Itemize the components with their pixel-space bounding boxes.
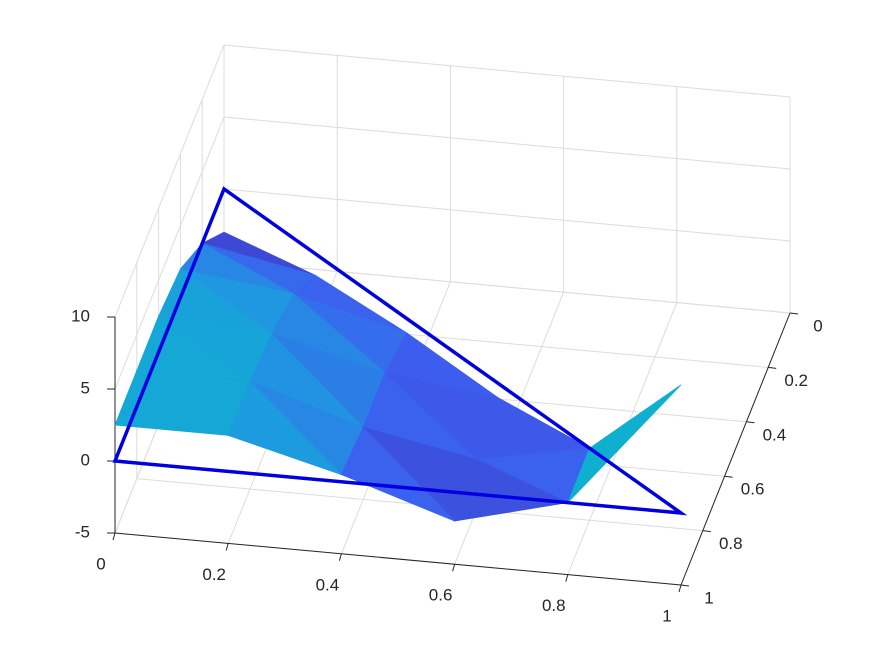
surface-facet	[453, 458, 570, 522]
y-tick-label: 0	[813, 316, 822, 335]
z-tick-label: 5	[81, 378, 90, 397]
x-tick	[112, 532, 116, 541]
y-tick	[702, 530, 711, 533]
z-tick-label: 10	[71, 306, 90, 325]
x-tick	[338, 553, 342, 561]
y-tick-label: 0.8	[719, 534, 743, 553]
x-tick-label: 0.6	[429, 586, 453, 605]
outline-triangle	[112, 186, 688, 516]
y-tick-label: 0.2	[784, 371, 808, 390]
axis-line	[114, 532, 682, 586]
y-tick-label: 0.4	[763, 425, 787, 444]
z-tick-label: -5	[75, 522, 90, 541]
grid-line	[114, 116, 791, 390]
surface-facet	[340, 426, 455, 522]
z-tick-label: 0	[81, 450, 90, 469]
x-tick-label: 0.4	[316, 575, 340, 594]
x-tick	[678, 584, 682, 593]
surface-facet	[567, 384, 682, 503]
x-tick-label: 0.2	[202, 565, 226, 584]
y-tick	[746, 421, 755, 424]
y-tick	[789, 312, 799, 315]
surface-facet	[227, 380, 342, 475]
axis-line	[680, 312, 791, 586]
x-tick	[225, 543, 229, 551]
y-tick-label: 0.6	[741, 480, 765, 499]
x-tick	[452, 564, 456, 572]
x-tick	[565, 574, 569, 582]
grid-line	[114, 44, 791, 318]
x-tick-label: 0	[96, 554, 105, 573]
x-tick-label: 1	[662, 606, 671, 625]
y-tick-label: 1	[704, 588, 713, 607]
y-tick	[724, 475, 733, 478]
y-tick	[680, 584, 690, 587]
x-tick-label: 0.8	[542, 596, 566, 615]
y-tick	[768, 366, 777, 369]
